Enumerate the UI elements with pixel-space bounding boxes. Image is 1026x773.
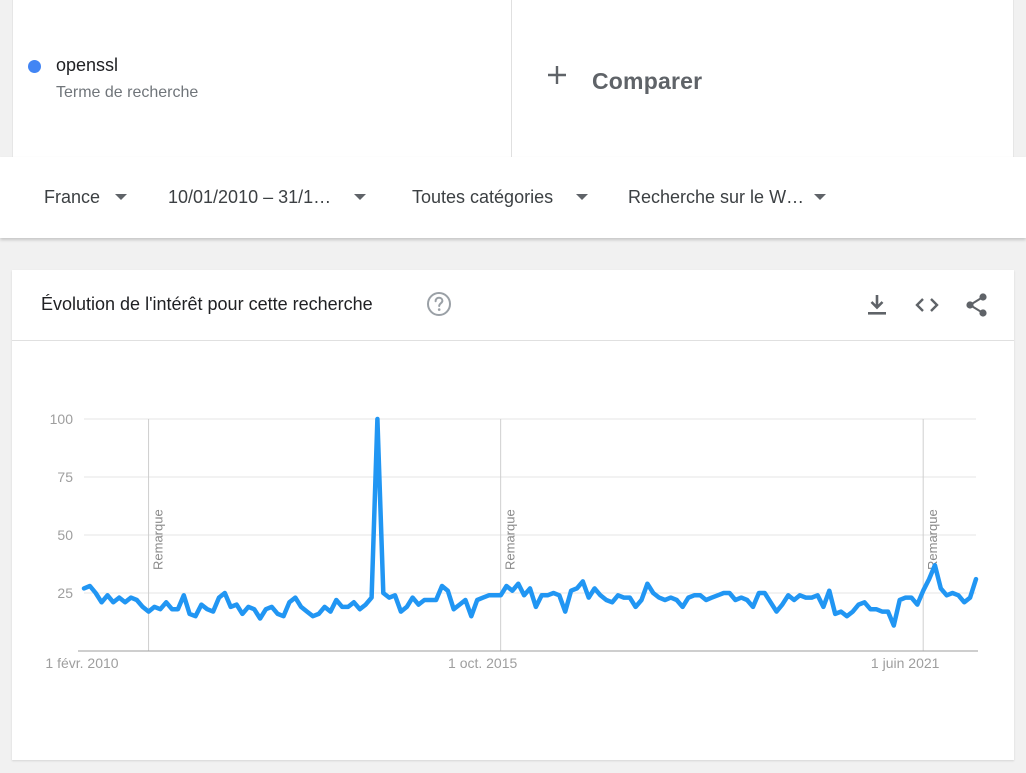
card-header: Évolution de l'intérêt pour cette recher…: [12, 270, 1014, 341]
interest-line-chart[interactable]: 25 50 75 100 Remarque Remarque Remarque 1 fév…: [12, 341, 1014, 760]
filters-bar: France 10/01/2010 – 31/1… Toutes catégor…: [0, 157, 1026, 238]
search-term-subtitle: Terme de recherche: [56, 84, 199, 101]
y-tick-label: 25: [57, 585, 73, 601]
chevron-down-icon[interactable]: [115, 194, 127, 200]
y-tick-label: 100: [50, 411, 74, 427]
chevron-down-icon[interactable]: [814, 194, 826, 200]
search-term-card[interactable]: openssl Terme de recherche: [12, 0, 512, 157]
x-tick-label: 1 oct. 2015: [448, 655, 517, 671]
plus-icon: [548, 66, 566, 84]
date-range-filter[interactable]: 10/01/2010 – 31/1…: [168, 187, 332, 207]
annotation-label[interactable]: Remarque: [151, 509, 166, 570]
download-icon[interactable]: [863, 291, 891, 319]
terms-strip: openssl Terme de recherche Comparer: [0, 0, 1026, 157]
search-term-name[interactable]: openssl: [56, 55, 119, 75]
help-icon[interactable]: [426, 291, 452, 317]
annotation-label[interactable]: Remarque: [503, 509, 518, 570]
y-tick-label: 50: [57, 527, 73, 543]
card-title: Évolution de l'intérêt pour cette recher…: [41, 294, 373, 314]
interest-over-time-card: Évolution de l'intérêt pour cette recher…: [12, 270, 1014, 760]
chevron-down-icon[interactable]: [576, 194, 588, 200]
x-tick-label: 1 févr. 2010: [45, 655, 118, 671]
compare-card[interactable]: Comparer: [512, 0, 1014, 157]
chevron-down-icon[interactable]: [354, 194, 366, 200]
series-color-dot: [28, 60, 41, 73]
compare-button-label[interactable]: Comparer: [592, 68, 703, 94]
search-type-filter[interactable]: Recherche sur le W…: [628, 187, 805, 207]
series-line-openssl[interactable]: [81, 416, 979, 628]
category-filter[interactable]: Toutes catégories: [412, 187, 554, 207]
region-filter[interactable]: France: [44, 187, 101, 207]
annotation-label[interactable]: Remarque: [925, 509, 940, 570]
x-tick-label: 1 juin 2021: [871, 655, 940, 671]
y-tick-label: 75: [57, 469, 73, 485]
share-icon[interactable]: [963, 291, 991, 319]
embed-icon[interactable]: [913, 291, 941, 319]
